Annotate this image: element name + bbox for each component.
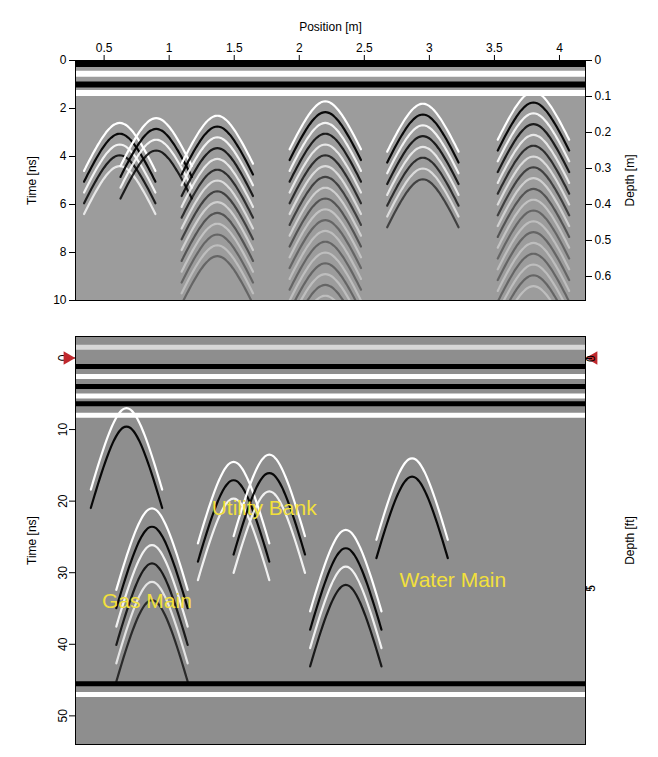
svg-text:0.4: 0.4 [595, 197, 612, 211]
svg-text:Water Main: Water Main [400, 568, 507, 591]
svg-text:0.3: 0.3 [595, 161, 612, 175]
svg-text:0.1: 0.1 [595, 89, 612, 103]
svg-text:Depth [ft]: Depth [ft] [623, 516, 637, 565]
svg-text:0: 0 [55, 354, 70, 362]
svg-text:Depth [m]: Depth [m] [623, 154, 637, 206]
svg-text:10: 10 [56, 423, 70, 437]
svg-text:40: 40 [56, 637, 70, 651]
svg-text:50: 50 [56, 709, 70, 723]
svg-text:2.5: 2.5 [356, 41, 373, 55]
svg-text:20: 20 [56, 494, 70, 508]
svg-text:10: 10 [53, 293, 67, 307]
svg-text:2: 2 [60, 101, 67, 115]
svg-text:1: 1 [166, 41, 173, 55]
svg-text:Time [ns]: Time [ns] [25, 156, 39, 205]
svg-text:30: 30 [56, 566, 70, 580]
svg-text:0: 0 [60, 53, 67, 67]
svg-text:0: 0 [584, 355, 598, 362]
svg-text:4: 4 [60, 149, 67, 163]
svg-text:2: 2 [296, 41, 303, 55]
svg-text:1.5: 1.5 [226, 41, 243, 55]
svg-text:0.5: 0.5 [595, 233, 612, 247]
svg-text:Time [ns]: Time [ns] [25, 516, 39, 565]
svg-text:3: 3 [426, 41, 433, 55]
svg-text:0: 0 [595, 53, 602, 67]
svg-text:0.5: 0.5 [96, 41, 113, 55]
svg-text:Position [m]: Position [m] [299, 20, 362, 34]
svg-text:0.6: 0.6 [595, 269, 612, 283]
svg-text:Gas Main: Gas Main [102, 589, 192, 612]
svg-text:4: 4 [556, 41, 563, 55]
svg-text:0.2: 0.2 [595, 125, 612, 139]
svg-text:Utility Bank: Utility Bank [212, 496, 318, 519]
svg-text:6: 6 [60, 197, 67, 211]
svg-text:5: 5 [584, 585, 598, 592]
svg-text:8: 8 [60, 245, 67, 259]
svg-text:3.5: 3.5 [486, 41, 503, 55]
